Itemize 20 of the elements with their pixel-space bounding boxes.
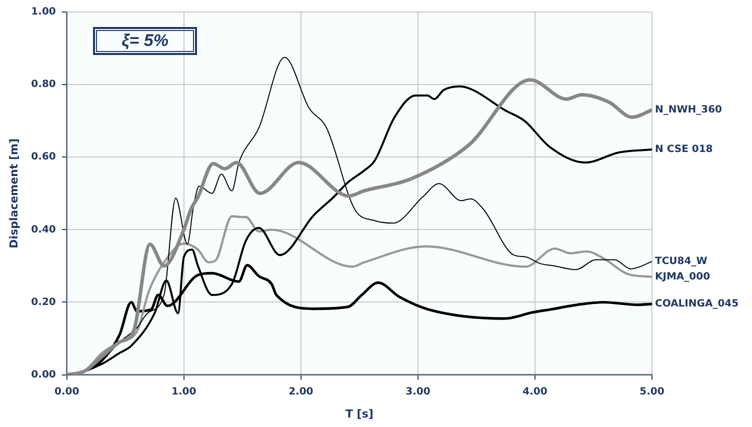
x-tick-label: 5.00	[640, 386, 664, 398]
y-tick-label: 0.20	[31, 296, 56, 308]
series-label: N_NWH_360	[655, 104, 722, 116]
x-tick-label: 3.00	[406, 386, 430, 398]
x-tick-label: 1.00	[172, 386, 196, 398]
y-tick-label: 0.80	[31, 79, 56, 90]
x-tick-label: 0.00	[54, 386, 80, 398]
x-tick-label: 4.00	[522, 386, 548, 398]
y-tick-label: 1.00	[31, 6, 56, 18]
y-tick-label: 0.00	[31, 369, 56, 380]
x-tick-label: 2.00	[288, 386, 314, 398]
y-tick-label: 0.40	[31, 224, 56, 236]
y-tick-label: 0.60	[31, 152, 56, 163]
annotation: ξ= 5%	[93, 27, 197, 55]
series-label: KJMA_000	[655, 271, 710, 282]
series-label: TCU84_W	[655, 256, 708, 268]
series-label: COALINGA_045	[655, 298, 739, 310]
x-axis-title: T [s]	[345, 407, 374, 420]
series-label: N CSE 018	[655, 144, 713, 156]
y-axis-title: Displacement [m]	[7, 138, 20, 248]
